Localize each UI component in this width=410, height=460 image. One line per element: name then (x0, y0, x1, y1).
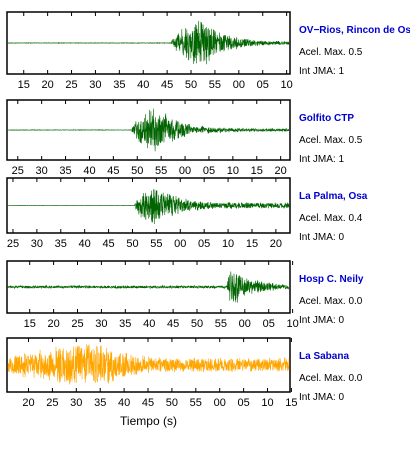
x-tick-label: 55 (190, 397, 202, 409)
x-tick-label: 55 (209, 79, 221, 91)
x-tick-label: 20 (42, 79, 54, 91)
x-tick-label: 25 (7, 238, 19, 250)
acceleration-label: Acel. Max. 0.4 (299, 213, 363, 224)
waveform-trace (7, 271, 290, 303)
x-tick-label: 05 (263, 318, 275, 330)
intensity-label: Int JMA: 1 (299, 66, 344, 77)
plot-frame (6, 177, 291, 234)
acceleration-label: Acel. Max. 0.5 (299, 135, 363, 146)
intensity-label: Int JMA: 0 (299, 392, 344, 403)
station-name: OV−Rios, Rincon de Os (299, 25, 410, 36)
x-tick-label: 20 (22, 397, 34, 409)
x-tick-label: 40 (79, 238, 91, 250)
x-tick-label: 30 (70, 397, 82, 409)
plot-frame (6, 260, 291, 314)
x-tick-label: 00 (233, 79, 245, 91)
x-tick-label: 15 (285, 397, 297, 409)
x-tick-label: 25 (12, 165, 24, 177)
x-tick-label: 50 (126, 238, 138, 250)
x-tick-label: 30 (31, 238, 43, 250)
seismogram-panel: 25 30 35 40 45 50 55 00 05 10 15 20 Golfito CTP Acel.… (6, 99, 363, 177)
x-tick-label: 20 (47, 318, 59, 330)
waveform-trace (7, 344, 290, 385)
acceleration-label: Acel. Max. 0.5 (299, 47, 363, 58)
x-tick-label: 10 (286, 318, 298, 330)
seismogram-panel: 15 20 25 30 35 40 45 50 55 00 05 10 OV−Rios, Rincon … (6, 11, 410, 91)
x-tick-label: 55 (215, 318, 227, 330)
x-tick-label: 15 (251, 165, 263, 177)
x-tick-label: 10 (261, 397, 273, 409)
x-tick-label: 25 (71, 318, 83, 330)
x-tick-label: 20 (275, 165, 287, 177)
x-tick-label: 55 (155, 165, 167, 177)
x-tick-label: 25 (65, 79, 77, 91)
x-tick-label: 10 (222, 238, 234, 250)
x-tick-label: 10 (281, 79, 293, 91)
x-tick-label: 05 (198, 238, 210, 250)
seismogram-panel: 25 30 35 40 45 50 55 00 05 10 15 20 La Palma, Osa Ace… (6, 177, 368, 250)
x-tick-label: 55 (150, 238, 162, 250)
x-tick-label: 30 (95, 318, 107, 330)
x-tick-label: 50 (185, 79, 197, 91)
x-axis-title: Tiempo (s) (120, 414, 177, 428)
x-tick-label: 20 (270, 238, 282, 250)
x-tick-label: 05 (257, 79, 269, 91)
x-tick-label: 00 (174, 238, 186, 250)
x-tick-label: 30 (89, 79, 101, 91)
x-tick-label: 45 (107, 165, 119, 177)
seismogram-panel: 15 20 25 30 35 40 45 50 55 00 05 10 Hosp C. Neily Ace… (6, 260, 364, 330)
x-tick-label: 45 (161, 79, 173, 91)
intensity-label: Int JMA: 0 (299, 232, 344, 243)
x-tick-label: 15 (18, 79, 30, 91)
x-tick-label: 00 (239, 318, 251, 330)
x-tick-label: 10 (227, 165, 239, 177)
acceleration-label: Acel. Max. 0.0 (299, 296, 363, 307)
plot-frame (6, 11, 291, 75)
x-tick-label: 50 (131, 165, 143, 177)
x-tick-label: 00 (179, 165, 191, 177)
x-tick-label: 35 (94, 397, 106, 409)
waveform-trace (7, 20, 290, 65)
x-tick-label: 40 (137, 79, 149, 91)
station-name: Golfito CTP (299, 113, 354, 124)
x-tick-label: 45 (102, 238, 114, 250)
x-tick-label: 40 (83, 165, 95, 177)
x-tick-label: 35 (59, 165, 71, 177)
x-tick-label: 15 (246, 238, 258, 250)
x-tick-label: 25 (46, 397, 58, 409)
intensity-label: Int JMA: 0 (299, 315, 344, 326)
x-tick-label: 35 (119, 318, 131, 330)
x-tick-label: 00 (214, 397, 226, 409)
waveform-trace (7, 108, 290, 152)
x-tick-label: 45 (142, 397, 154, 409)
x-tick-label: 05 (237, 397, 249, 409)
station-name: La Sabana (299, 351, 349, 362)
x-tick-label: 40 (143, 318, 155, 330)
seismogram-panel: 20 25 30 35 40 45 50 55 00 05 10 15 La Sabana Acel. M… (6, 337, 363, 428)
station-name: Hosp C. Neily (299, 274, 364, 285)
x-tick-label: 05 (203, 165, 215, 177)
x-tick-label: 35 (113, 79, 125, 91)
x-tick-label: 45 (167, 318, 179, 330)
x-tick-label: 35 (55, 238, 67, 250)
station-name: La Palma, Osa (299, 191, 368, 202)
x-tick-label: 50 (166, 397, 178, 409)
x-tick-label: 40 (118, 397, 130, 409)
x-tick-label: 15 (24, 318, 36, 330)
x-tick-label: 30 (36, 165, 48, 177)
plot-frame (6, 99, 291, 161)
waveform-trace (8, 188, 290, 225)
acceleration-label: Acel. Max. 0.0 (299, 373, 363, 384)
x-tick-label: 50 (191, 318, 203, 330)
intensity-label: Int JMA: 1 (299, 154, 344, 165)
